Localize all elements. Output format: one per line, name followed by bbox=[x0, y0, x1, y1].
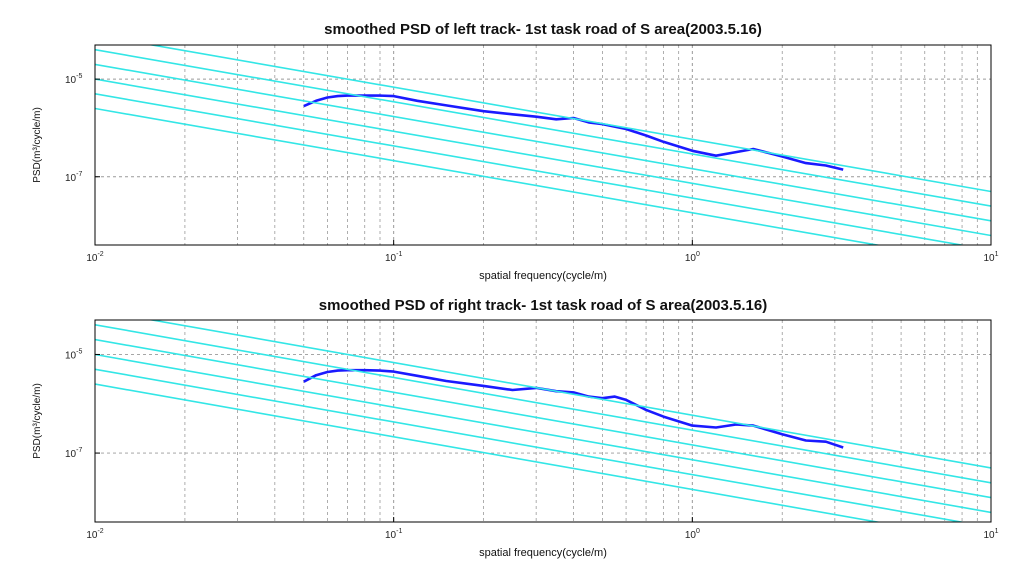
reference-line-3 bbox=[95, 338, 991, 499]
reference-line-2 bbox=[95, 48, 991, 207]
y-tick-labels: 10-5 10-7 bbox=[65, 73, 100, 184]
grid-lines bbox=[95, 320, 991, 522]
chart-title: smoothed PSD of left track- 1st task roa… bbox=[324, 21, 762, 38]
y-axis-label: PSD(m³/cycle/m) bbox=[32, 107, 43, 183]
x-tick-label: 10-1 bbox=[385, 251, 402, 264]
chart-right-track: 10-2 10-1 100 101 10-5 10-7 smoothed PSD of … bbox=[32, 297, 999, 559]
plot-area-background bbox=[95, 320, 991, 522]
y-tick-label: 10-5 bbox=[65, 348, 82, 361]
reference-line-6 bbox=[95, 107, 882, 245]
psd-series-line bbox=[303, 368, 844, 449]
reference-line-3 bbox=[95, 63, 991, 222]
reference-line-2 bbox=[95, 324, 991, 484]
x-axis-label: spatial frequency(cycle/m) bbox=[479, 270, 607, 282]
reference-line-1 bbox=[147, 320, 991, 469]
x-tick-label: 10-2 bbox=[86, 251, 103, 264]
y-tick-label: 10-7 bbox=[65, 447, 82, 460]
chart-title: smoothed PSD of right track- 1st task ro… bbox=[319, 297, 767, 314]
x-tick-labels: 10-2 10-1 100 101 bbox=[86, 240, 999, 264]
x-tick-label: 101 bbox=[983, 528, 998, 541]
x-tick-label: 101 bbox=[983, 251, 998, 264]
reference-line-4 bbox=[95, 353, 991, 514]
series-group bbox=[95, 45, 991, 245]
plot-area-frame bbox=[94, 319, 992, 523]
reference-line-5 bbox=[95, 93, 966, 245]
grid-lines bbox=[95, 45, 991, 245]
y-tick-label: 10-7 bbox=[65, 171, 82, 184]
plot-area-frame bbox=[94, 44, 992, 246]
reference-line-1 bbox=[147, 45, 991, 193]
y-tick-label: 10-5 bbox=[65, 73, 82, 86]
reference-line-5 bbox=[95, 368, 966, 522]
x-axis-label: spatial frequency(cycle/m) bbox=[479, 547, 607, 559]
reference-line-4 bbox=[95, 78, 991, 237]
x-tick-label: 100 bbox=[685, 251, 700, 264]
x-tick-label: 100 bbox=[685, 528, 700, 541]
x-tick-label: 10-2 bbox=[86, 528, 103, 541]
x-tick-label: 10-1 bbox=[385, 528, 402, 541]
series-group bbox=[95, 320, 991, 522]
reference-line-6 bbox=[95, 383, 882, 522]
plot-area-background bbox=[95, 45, 991, 245]
x-tick-labels: 10-2 10-1 100 101 bbox=[86, 517, 999, 541]
y-axis-label: PSD(m³/cycle/m) bbox=[32, 383, 43, 459]
y-tick-labels: 10-5 10-7 bbox=[65, 348, 100, 460]
chart-left-track: 10-2 10-1 100 101 10-5 10-7 smoothed PSD of … bbox=[32, 21, 999, 282]
